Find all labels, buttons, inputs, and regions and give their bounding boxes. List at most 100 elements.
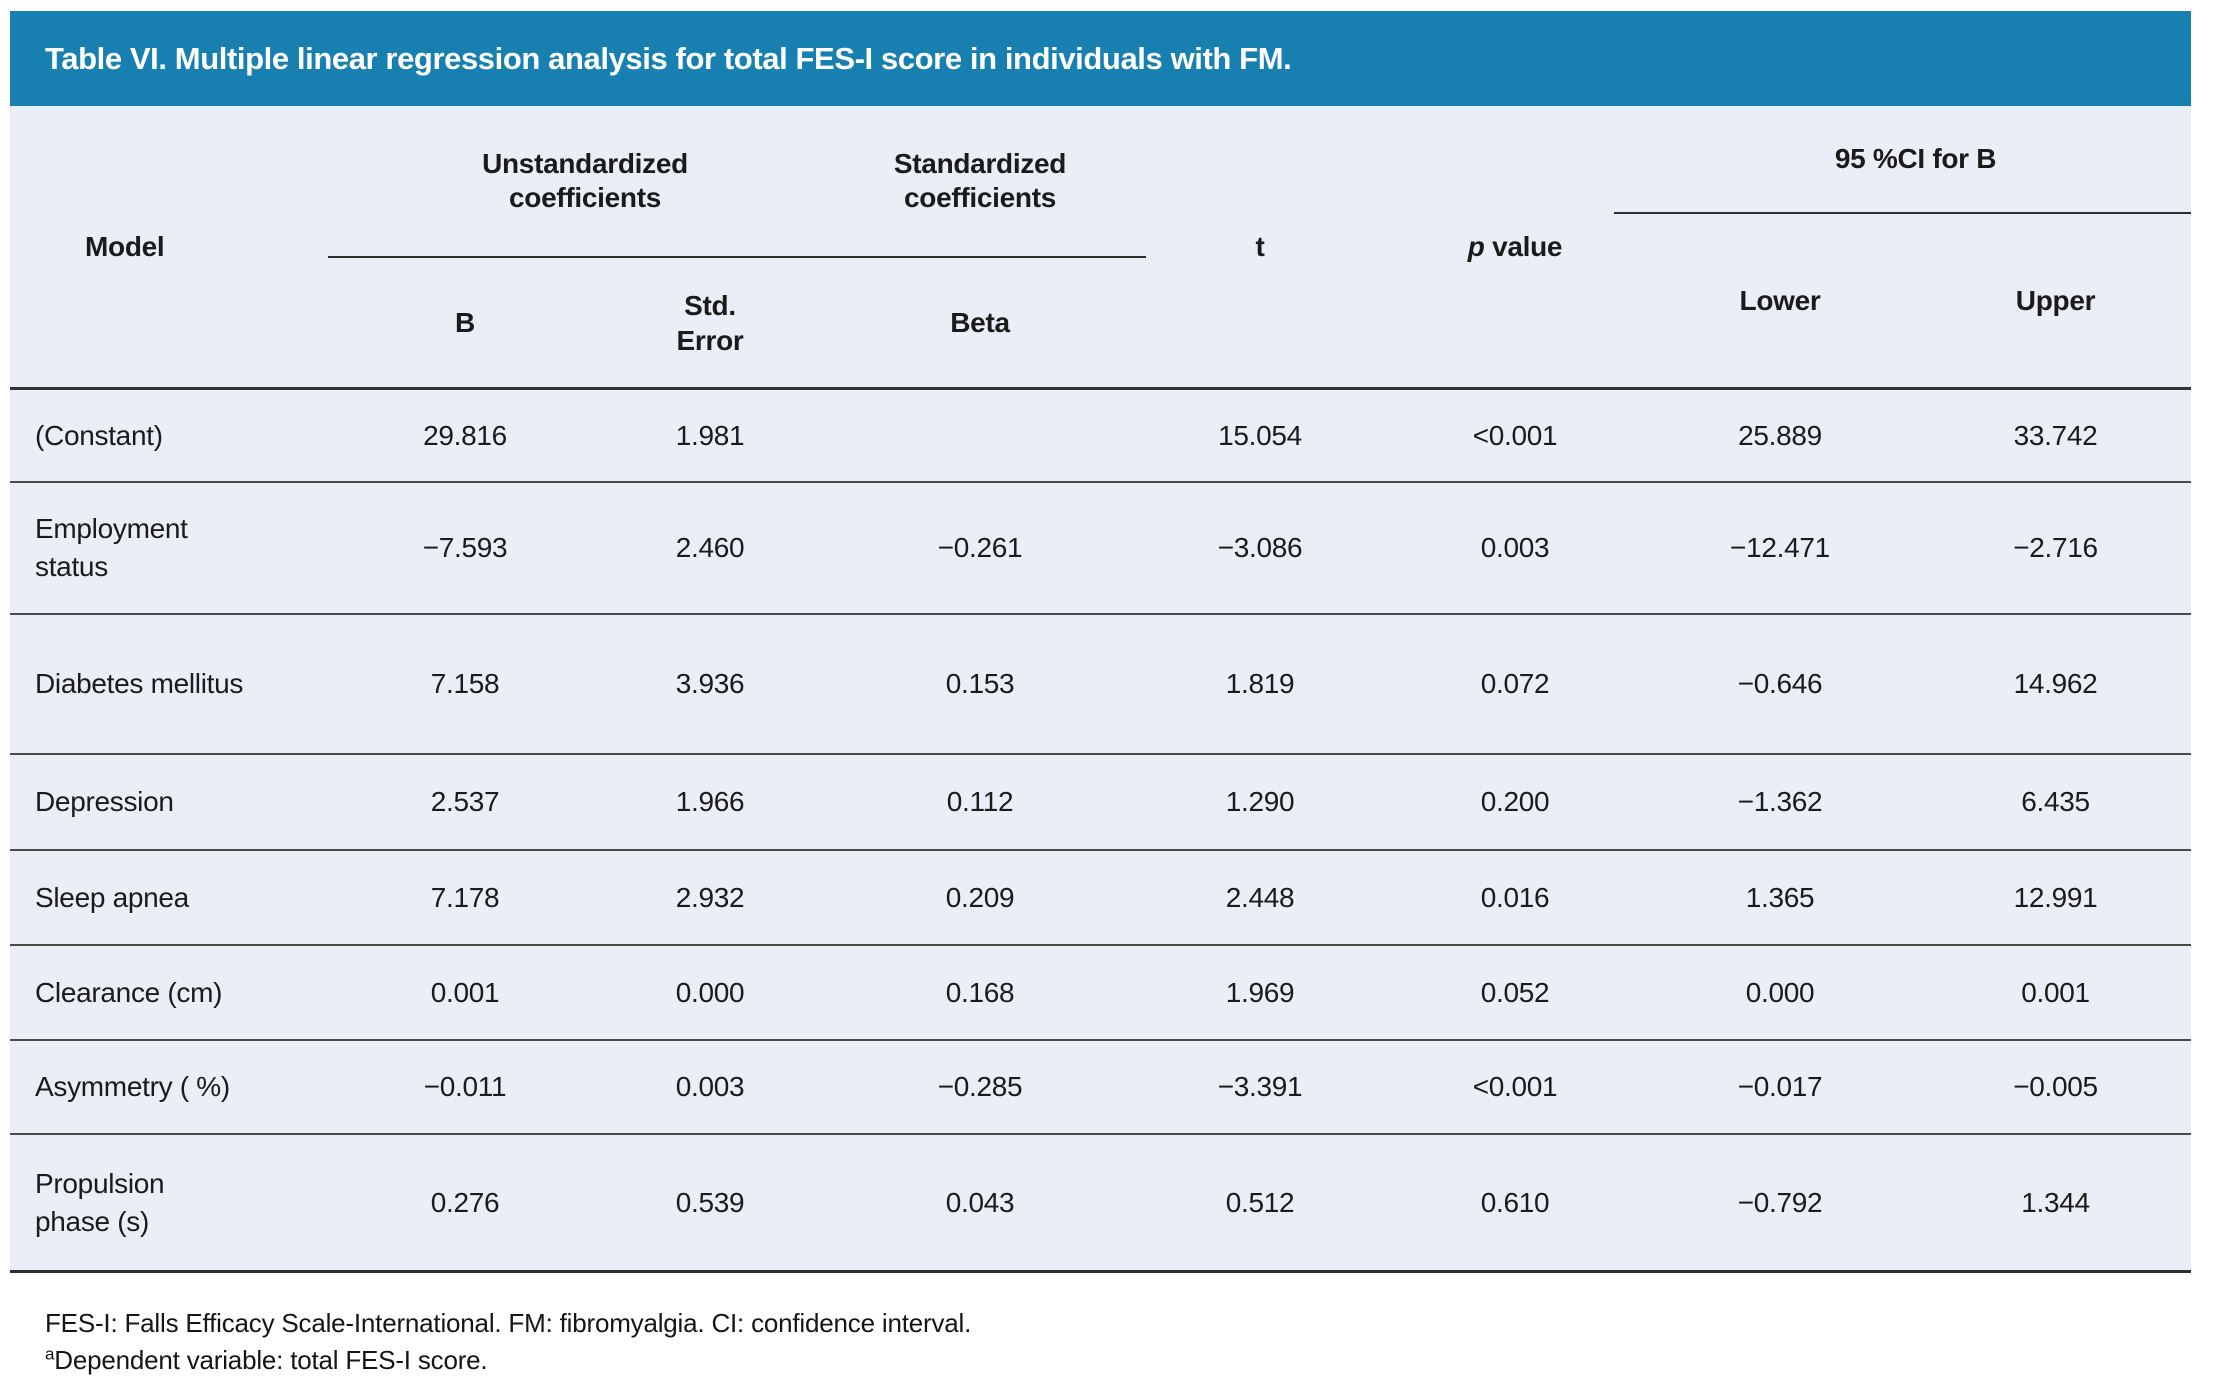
header-t-label: t	[1255, 230, 1265, 262]
cell-t: 1.290	[1225, 786, 1295, 817]
cell-p: 0.052	[1480, 976, 1550, 1008]
cell-beta: 0.209	[945, 881, 1015, 913]
cell-se: 0.003	[675, 1071, 745, 1102]
header-std-error-label: Std. Error	[676, 289, 744, 356]
cell-upper: −0.005	[2013, 1071, 2098, 1102]
header-beta-column: Beta	[830, 258, 1130, 387]
cell-model-label: Employment status	[35, 513, 188, 582]
cell-beta: −0.261	[937, 532, 1023, 563]
header-p-value-label: p value	[1467, 230, 1563, 262]
cell-b: −0.011	[423, 1071, 507, 1102]
cell-upper: 0.001	[2021, 976, 2090, 1008]
cell-model-label: Clearance (cm)	[35, 976, 223, 1008]
cell-beta: 0.112	[946, 786, 1014, 817]
table-row: Employment status −7.593 2.460 −0.261 −3.086…	[10, 483, 2191, 615]
cell-beta: 0.153	[945, 668, 1015, 699]
cell-lower: −0.792	[1737, 1186, 1823, 1218]
cell-lower: −12.471	[1730, 532, 1830, 563]
cell-model-label: Asymmetry ( %)	[35, 1071, 230, 1103]
cell-lower: 1.365	[1745, 881, 1815, 913]
header-rule-ci	[1614, 212, 2191, 214]
table-row: Propulsion phase (s) 0.276 0.539 0.043 0.512…	[10, 1135, 2191, 1273]
header-upper-column: Upper	[1920, 214, 2191, 387]
cell-p: 0.610	[1480, 1186, 1550, 1218]
cell-b: 7.158	[430, 668, 500, 699]
table-body: (Constant) 29.816 1.981 15.054 <0.001 25.889 3…	[10, 390, 2191, 1273]
cell-lower: 0.000	[1745, 976, 1815, 1008]
cell-t: 2.448	[1225, 881, 1295, 913]
cell-lower: −1.362	[1737, 786, 1823, 817]
cell-b: 2.537	[430, 786, 500, 817]
header-group-coefficients: Unstandardized coefficients Standardized…	[328, 106, 1146, 387]
cell-se: 1.981	[675, 419, 745, 451]
cell-model-label: Depression	[35, 786, 174, 818]
cell-se: 3.936	[675, 668, 745, 699]
cell-p: 0.200	[1480, 786, 1550, 817]
cell-b: 0.276	[430, 1186, 500, 1218]
table-row: Asymmetry ( %) −0.011 0.003 −0.285 −3.391 <0.…	[10, 1041, 2191, 1135]
cell-p: 0.003	[1480, 532, 1550, 563]
table-row: Diabetes mellitus 7.158 3.936 0.153 1.819 0.0…	[10, 615, 2191, 755]
header-lower-label: Lower	[1739, 285, 1821, 316]
cell-lower: −0.017	[1737, 1071, 1823, 1102]
cell-upper: 6.435	[2021, 786, 2090, 817]
table-header: Model Unstandardized coefficients Standa…	[10, 106, 2191, 390]
footnote-dependent-text: Dependent variable: total FES-I score.	[54, 1345, 488, 1375]
cell-model-label: Propulsion phase (s)	[35, 1167, 165, 1237]
cell-lower: −0.646	[1737, 668, 1823, 699]
cell-model-label: Diabetes mellitus	[35, 668, 244, 700]
cell-b: 0.001	[430, 976, 500, 1008]
cell-t: 1.969	[1225, 976, 1295, 1008]
cell-lower: 25.889	[1738, 419, 1822, 451]
cell-b: −7.593	[422, 532, 508, 563]
cell-beta: 0.043	[945, 1186, 1015, 1218]
table-row: Depression 2.537 1.966 0.112 1.290 0.200 −1.36…	[10, 755, 2191, 851]
cell-model-label: Sleep apnea	[35, 881, 189, 913]
cell-t: −3.086	[1217, 532, 1303, 563]
cell-upper: 33.742	[2013, 419, 2098, 451]
cell-upper: 14.962	[2013, 668, 2098, 699]
header-std-error-column: Std. Error	[590, 258, 830, 387]
header-standardized-coefficients: Standardized coefficients	[830, 106, 1130, 256]
cell-b: 7.178	[430, 881, 500, 913]
header-ci-label: 95 %CI for B	[1834, 143, 1997, 174]
cell-b: 29.816	[423, 419, 507, 451]
table-title: Table VI. Multiple linear regression ana…	[45, 40, 1292, 76]
table-title-bar: Table VI. Multiple linear regression ana…	[10, 11, 2191, 106]
cell-t: −3.391	[1217, 1071, 1303, 1102]
header-lower-column: Lower	[1640, 214, 1920, 387]
cell-t: 1.819	[1225, 668, 1295, 699]
header-unstandardized-label: Unstandardized coefficients	[482, 148, 688, 213]
header-group-coefficients-top: Unstandardized coefficients Standardized…	[340, 106, 1130, 256]
header-t-column: t	[1130, 106, 1390, 387]
header-b-column: B	[340, 258, 590, 387]
cell-se: 1.966	[675, 786, 745, 817]
cell-p: 0.072	[1480, 668, 1550, 699]
cell-p: <0.001	[1472, 419, 1558, 451]
header-model: Model	[10, 106, 340, 387]
footnote-dependent-variable: aDependent variable: total FES-I score.	[45, 1342, 971, 1379]
cell-se: 2.460	[675, 532, 745, 563]
cell-se: 2.932	[675, 881, 745, 913]
cell-se: 0.000	[675, 976, 745, 1008]
cell-p: <0.001	[1472, 1071, 1558, 1102]
header-p-value-column: p value	[1390, 106, 1640, 387]
cell-t: 0.512	[1225, 1186, 1295, 1218]
header-coefficients-subrow: B Std. Error Beta	[340, 258, 1130, 387]
cell-model-label: (Constant)	[35, 419, 163, 451]
header-group-ci: 95 %CI for B Lower Upper	[1614, 106, 2191, 387]
cell-upper: 1.344	[2021, 1186, 2090, 1218]
header-b-label: B	[455, 307, 475, 338]
table-footnotes: FES-I: Falls Efficacy Scale-Internationa…	[45, 1305, 971, 1379]
header-upper-label: Upper	[2015, 285, 2096, 316]
header-rule-coefficients	[328, 256, 1146, 258]
cell-beta: −0.285	[937, 1071, 1023, 1102]
footnote-abbreviations: FES-I: Falls Efficacy Scale-Internationa…	[45, 1308, 972, 1338]
header-unstandardized-coefficients: Unstandardized coefficients	[340, 106, 830, 256]
header-standardized-label: Standardized coefficients	[893, 148, 1067, 213]
cell-beta: 0.168	[945, 976, 1015, 1008]
header-model-label: Model	[85, 230, 165, 262]
header-ci-subrow: Lower Upper	[1640, 214, 2191, 387]
header-beta-label: Beta	[950, 307, 1010, 338]
footnote-superscript-a: a	[45, 1344, 55, 1364]
